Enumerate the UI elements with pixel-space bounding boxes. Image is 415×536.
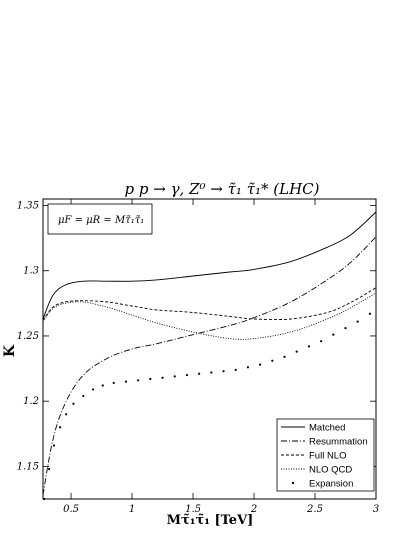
chart-title: p p → γ, Z⁰ → τ̃₁ τ̃₁* (LHC) — [125, 180, 320, 198]
data-point — [137, 379, 140, 382]
data-point — [185, 373, 189, 377]
legend-label-full-nlo: Full NLO — [309, 451, 346, 462]
x-tick-label: 2.5 — [306, 504, 323, 515]
data-point — [173, 375, 176, 378]
data-point — [295, 350, 298, 353]
x-tick-label: 2 — [250, 504, 257, 515]
data-point — [246, 366, 250, 369]
data-point — [332, 333, 335, 336]
x-tick-label: 1 — [129, 504, 135, 515]
data-point — [72, 402, 75, 405]
data-point — [283, 355, 286, 358]
data-point — [91, 388, 95, 391]
data-point — [368, 312, 372, 315]
scale-annotation: μF = μR = Mτ̃₁τ̃₁ — [58, 215, 144, 226]
x-axis: 0.5 1 1.5 2 2.5 3 — [63, 199, 379, 515]
data-point — [356, 320, 359, 323]
y-tick-label: 1.2 — [23, 396, 39, 407]
x-tick-label: 3 — [373, 504, 379, 515]
data-point — [58, 426, 62, 429]
data-point — [271, 359, 274, 362]
plot-frame — [42, 198, 377, 500]
data-point — [101, 384, 104, 387]
legend-label-matched: Matched — [309, 423, 345, 434]
data-point — [307, 345, 311, 348]
series-layer — [42, 211, 377, 501]
data-point — [320, 340, 323, 343]
series-line-nlo-qcd — [42, 292, 377, 340]
data-point — [124, 380, 128, 383]
annotation-box: μF = μR = Mτ̃₁τ̃₁ — [47, 203, 153, 235]
data-point — [234, 368, 237, 371]
data-point — [149, 377, 152, 381]
data-point — [161, 376, 164, 379]
y-tick-label: 1.15 — [17, 461, 39, 472]
data-point — [344, 327, 347, 330]
x-tick-label: 0.5 — [63, 504, 79, 515]
series-expansion — [43, 312, 372, 501]
y-tick-label: 1.3 — [23, 266, 39, 277]
data-point — [82, 394, 85, 398]
legend: Matched Resummation Full NLO NLO QCD Expansi… — [276, 418, 375, 492]
x-axis-label: Mτ̃₁τ̃₁ [TeV] — [167, 513, 254, 528]
x-tick-label: 1.5 — [185, 504, 201, 515]
y-axis: 1.15 1.2 1.25 1.3 1.35 — [17, 201, 376, 472]
series-line-matched — [42, 211, 377, 320]
data-point — [210, 371, 213, 374]
data-point — [52, 444, 56, 447]
data-point — [112, 381, 115, 385]
data-point — [259, 363, 262, 366]
series-line-resummation — [42, 236, 377, 496]
series-line-full-nlo — [42, 287, 377, 321]
y-axis-label: K — [2, 344, 18, 357]
legend-label-nlo-qcd: NLO QCD — [309, 465, 352, 476]
data-point — [47, 467, 51, 471]
data-point — [65, 413, 68, 416]
y-tick-label: 1.25 — [17, 331, 39, 342]
legend-label-expansion: Expansion — [309, 479, 353, 490]
y-tick-label: 1.35 — [17, 201, 39, 212]
legend-label-resummation: Resummation — [309, 437, 368, 448]
data-point — [222, 370, 225, 373]
data-point — [198, 372, 201, 375]
legend-swatch-expansion — [291, 481, 295, 485]
data-point — [43, 497, 46, 501]
